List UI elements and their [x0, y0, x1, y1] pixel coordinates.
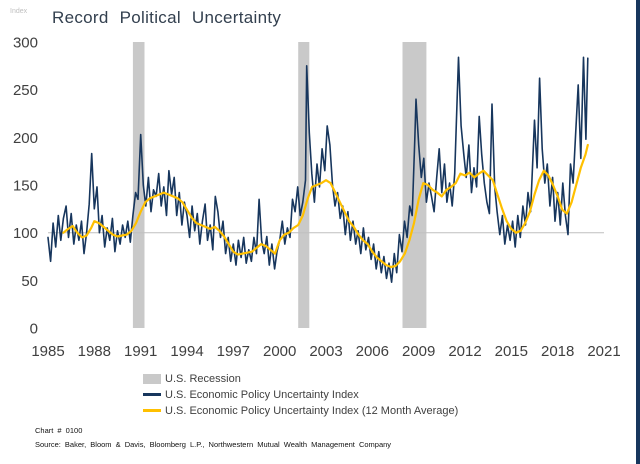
x-tick-label: 2021 [587, 343, 620, 360]
y-tick-label: 50 [21, 273, 38, 290]
y-axis-unit-label: Index [10, 8, 28, 15]
series-line-1 [62, 143, 589, 269]
x-tick-label: 2003 [309, 343, 342, 360]
y-tick-label: 250 [13, 82, 38, 99]
y-tick-label: 150 [13, 178, 38, 195]
y-tick-label: 300 [13, 35, 38, 52]
legend-item: U.S. Economic Policy Uncertainty Index (… [143, 403, 458, 418]
chart-title: Record Political Uncertainty [52, 8, 282, 27]
x-tick-label: 2015 [495, 343, 528, 360]
legend-item: U.S. Recession [143, 371, 458, 386]
right-edge-accent-bar [636, 0, 640, 464]
x-tick-label: 2000 [263, 343, 296, 360]
legend-swatch [143, 409, 161, 412]
x-tick-label: 1997 [217, 343, 250, 360]
legend: U.S. Recession U.S. Economic Policy Uncer… [143, 371, 458, 419]
x-tick-label: 2012 [448, 343, 481, 360]
recession-band [402, 42, 427, 328]
series-line-0 [47, 56, 589, 284]
legend-item: U.S. Economic Policy Uncertainty Index [143, 387, 458, 402]
source-note: Source: Baker, Bloom & Davis, Bloomberg … [35, 440, 392, 449]
uncertainty-line-chart: 0 50 100 150 200 250 300 1985 1988 1991 1994 1997 20… [13, 35, 621, 361]
x-tick-label: 2006 [356, 343, 389, 360]
legend-swatch [143, 373, 161, 384]
x-tick-label: 1994 [170, 343, 203, 360]
y-tick-label: 0 [30, 321, 38, 338]
recession-band [298, 42, 310, 328]
x-tick-label: 2018 [541, 343, 574, 360]
legend-swatch [143, 393, 161, 396]
y-tick-label: 200 [13, 130, 38, 147]
legend-label: U.S. Recession [165, 372, 241, 385]
x-tick-label: 1988 [78, 343, 111, 360]
chart-number: Chart # 0100 [35, 426, 83, 435]
legend-label: U.S. Economic Policy Uncertainty Index (… [165, 404, 459, 417]
legend-label: U.S. Economic Policy Uncertainty Index [165, 388, 359, 401]
x-tick-label: 2009 [402, 343, 435, 360]
y-tick-label: 100 [13, 225, 38, 242]
x-tick-label: 1991 [124, 343, 157, 360]
x-tick-label: 1985 [31, 343, 64, 360]
